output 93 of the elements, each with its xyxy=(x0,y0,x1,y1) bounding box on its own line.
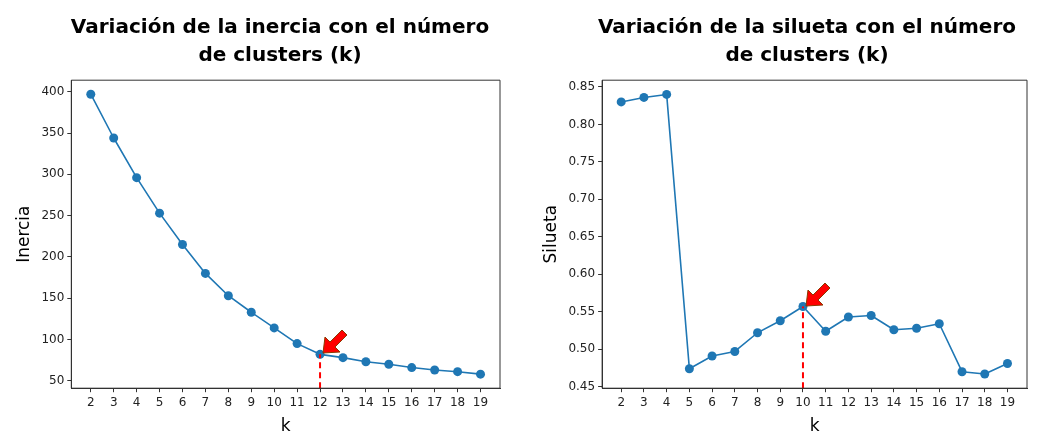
point xyxy=(843,312,853,322)
x-tick-label: 6 xyxy=(708,394,716,409)
y-tick-label: 250 xyxy=(41,207,65,222)
x-axis-title: k xyxy=(280,415,291,436)
point xyxy=(707,351,717,361)
point xyxy=(934,319,944,329)
point xyxy=(430,365,440,375)
y-tick-label: 350 xyxy=(41,125,65,140)
x-tick-label: 8 xyxy=(753,394,762,409)
x-tick-label: 18 xyxy=(449,394,466,409)
y-tick-label: 300 xyxy=(41,166,65,181)
point xyxy=(407,363,417,373)
x-tick-label: 3 xyxy=(640,394,648,409)
point xyxy=(1002,358,1012,368)
point xyxy=(775,316,785,326)
point xyxy=(753,328,763,338)
point xyxy=(453,367,463,377)
point xyxy=(155,208,165,218)
point xyxy=(662,89,672,99)
point xyxy=(292,339,302,349)
x-tick-label: 17 xyxy=(427,394,443,409)
x-tick-label: 2 xyxy=(617,394,626,409)
x-tick-label: 13 xyxy=(863,394,879,409)
y-tick-label: 0.70 xyxy=(568,191,596,206)
x-tick-label: 16 xyxy=(404,394,420,409)
y-axis-title: Inercia xyxy=(12,205,33,263)
point xyxy=(177,240,187,250)
point xyxy=(730,346,740,356)
x-tick-label: 14 xyxy=(886,394,902,409)
x-tick-label: 5 xyxy=(685,394,694,409)
x-tick-label: 9 xyxy=(776,394,785,409)
point xyxy=(269,323,279,333)
chart-title: Variación de la silueta con el número de clusters (k) xyxy=(597,13,1017,68)
x-tick-label: 15 xyxy=(908,394,925,409)
y-tick-label: 0.50 xyxy=(568,341,596,356)
x-tick-label: 3 xyxy=(109,394,118,409)
x-tick-label: 11 xyxy=(818,394,834,409)
x-tick-label: 9 xyxy=(247,394,256,409)
point xyxy=(384,359,394,369)
x-tick-label: 12 xyxy=(312,394,328,409)
x-tick-label: 14 xyxy=(358,394,374,409)
point xyxy=(223,291,233,301)
point xyxy=(338,353,348,363)
x-tick-label: 13 xyxy=(335,394,351,409)
y-tick-label: 100 xyxy=(41,331,65,346)
y-axis-title: Silueta xyxy=(539,204,560,264)
point xyxy=(821,326,831,336)
point xyxy=(132,173,142,183)
x-tick-label: 19 xyxy=(472,394,489,409)
x-tick-label: 5 xyxy=(155,394,164,409)
point xyxy=(361,357,371,367)
y-tick-label: 0.45 xyxy=(568,378,596,393)
x-tick-label: 19 xyxy=(999,394,1016,409)
x-tick-label: 12 xyxy=(840,394,857,409)
x-tick-label: 7 xyxy=(730,394,739,409)
point xyxy=(866,311,876,321)
x-tick-label: 17 xyxy=(954,394,970,409)
x-axis-title: k xyxy=(809,415,820,436)
y-tick-label: 0.80 xyxy=(568,116,596,131)
x-tick-label: 15 xyxy=(381,394,397,409)
point xyxy=(912,323,922,333)
x-tick-label: 11 xyxy=(289,394,305,409)
x-tick-label: 4 xyxy=(662,394,671,409)
y-tick-label: 0.75 xyxy=(568,154,596,169)
point xyxy=(246,307,256,317)
x-tick-label: 2 xyxy=(86,394,95,409)
y-tick-label: 0.55 xyxy=(568,303,596,318)
x-tick-label: 6 xyxy=(178,394,187,409)
x-tick-label: 8 xyxy=(224,394,233,409)
point xyxy=(639,92,649,102)
y-tick-label: 0.85 xyxy=(568,79,596,94)
x-tick-label: 10 xyxy=(266,394,282,409)
point xyxy=(980,369,990,379)
point xyxy=(476,369,486,379)
y-tick-label: 200 xyxy=(41,249,65,264)
y-tick-label: 0.65 xyxy=(568,228,596,243)
y-tick-label: 150 xyxy=(41,290,65,305)
chart-title: Variación de la inercia con el número de clusters (k) xyxy=(69,13,491,68)
x-tick-label: 4 xyxy=(132,394,141,409)
point xyxy=(889,325,899,335)
x-tick-label: 18 xyxy=(977,394,993,409)
x-tick-label: 10 xyxy=(795,394,811,409)
y-tick-label: 400 xyxy=(41,83,65,98)
x-tick-label: 16 xyxy=(931,394,947,409)
point xyxy=(109,133,119,143)
point xyxy=(200,268,210,278)
point xyxy=(957,367,967,377)
point xyxy=(616,97,626,107)
y-tick-label: 50 xyxy=(49,372,65,387)
x-tick-label: 7 xyxy=(201,394,210,409)
point xyxy=(684,364,694,374)
y-tick-label: 0.60 xyxy=(568,266,596,281)
point xyxy=(86,89,96,99)
